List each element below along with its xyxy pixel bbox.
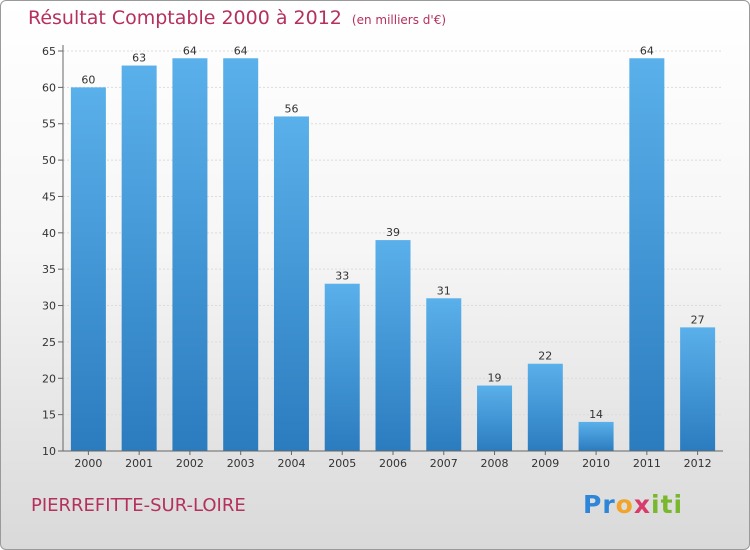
value-labels: 60 63 64 64 56 33 39 31 19 22 14 64 27 [81,44,704,421]
x-tick-label-2005: 2005 [328,457,356,470]
logo-letter: i [651,490,661,519]
value-label-2012: 27 [691,313,705,326]
chart-title: Résultat Comptable 2000 à 2012 (en millie… [28,7,446,29]
bar-2009 [527,363,563,451]
city-name: PIERREFITTE-SUR-LOIRE [31,495,246,516]
logo-letter: o [615,490,634,519]
x-tick-label-2001: 2001 [125,457,153,470]
bar-2012 [680,327,716,451]
x-tick-label-2008: 2008 [481,457,509,470]
value-label-2001: 63 [132,52,146,65]
x-tick-label-2010: 2010 [582,457,610,470]
bar-2008 [477,385,513,451]
axes [58,45,723,455]
bar-2007 [426,298,462,451]
y-tick-label: 45 [42,190,56,203]
proxiti-logo: Proxiti [583,490,683,519]
y-tick-label: 55 [42,118,56,131]
value-label-2005: 33 [335,270,349,283]
x-tick-label-2011: 2011 [633,457,661,470]
value-label-2000: 60 [81,73,95,86]
y-tick-label: 30 [42,300,56,313]
bar-2000 [70,87,106,451]
value-label-2004: 56 [284,102,298,115]
y-tick-label: 40 [42,227,56,240]
value-label-2011: 64 [640,44,654,57]
logo-letter: r [602,490,616,519]
x-tick-label-2000: 2000 [74,457,102,470]
x-tick-label-2007: 2007 [430,457,458,470]
x-tick-label-2012: 2012 [684,457,712,470]
y-tick-label: 60 [42,81,56,94]
bar-2001 [121,65,157,451]
value-label-2007: 31 [437,284,451,297]
y-tick-label: 20 [42,372,56,385]
value-label-2002: 64 [183,44,197,57]
x-tick-label-2006: 2006 [379,457,407,470]
y-tick-label: 35 [42,263,56,276]
bar-2003 [223,58,259,451]
x-tick-label-2004: 2004 [277,457,305,470]
value-label-2009: 22 [538,350,552,363]
value-label-2006: 39 [386,226,400,239]
x-tick-labels: 2000 2001 2002 2003 2004 2005 2006 2007 2008 2009… [74,457,711,470]
bar-series [70,58,716,452]
bar-2010 [578,421,614,451]
chart-title-text: Résultat Comptable 2000 à 2012 [28,7,342,29]
x-tick-label-2009: 2009 [531,457,559,470]
value-label-2008: 19 [488,372,502,385]
y-tick-label: 65 [42,45,56,58]
value-label-2010: 14 [589,408,603,421]
chart-subtitle: (en milliers d'€) [351,13,447,27]
logo-letter: P [583,490,603,519]
bar-2002 [172,58,208,451]
y-tick-label: 50 [42,154,56,167]
logo-letter: x [633,490,651,519]
bar-2011 [629,58,665,451]
bar-2004 [273,116,309,452]
bar-2005 [324,283,360,451]
x-tick-label-2002: 2002 [176,457,204,470]
y-tick-label: 15 [42,409,56,422]
value-label-2003: 64 [234,44,248,57]
logo-letter: t [660,490,674,519]
y-tick-labels: 10 15 20 25 30 35 40 45 50 55 60 65 [42,45,56,458]
bar-2006 [375,240,411,451]
x-tick-label-2003: 2003 [227,457,255,470]
logo-letter: i [673,490,684,519]
y-tick-label: 25 [42,336,56,349]
y-tick-label: 10 [42,445,56,458]
